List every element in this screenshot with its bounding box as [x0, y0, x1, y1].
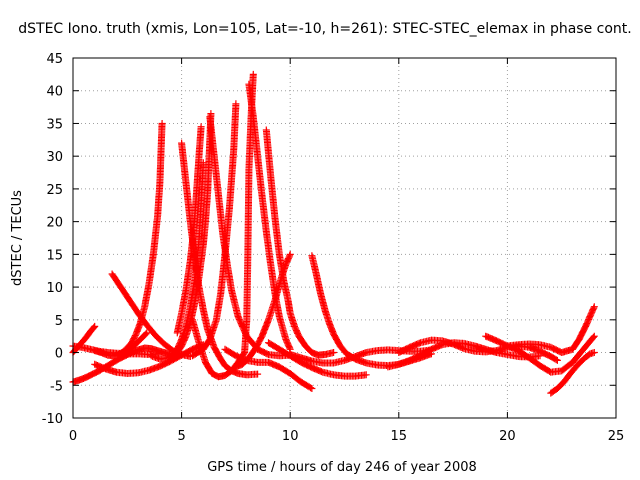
series-points	[123, 329, 151, 356]
chart-title: dSTEC Iono. truth (xmis, Lon=105, Lat=-1…	[18, 21, 631, 37]
series-16	[262, 126, 338, 359]
y-axis-label: dSTEC / TECUs	[10, 190, 25, 286]
y-tick-label: 25	[46, 183, 63, 198]
series-11	[173, 123, 205, 337]
x-tick-label: 10	[282, 429, 299, 444]
series-points	[167, 159, 207, 362]
series-points	[91, 341, 207, 377]
y-tick-label: -5	[50, 379, 63, 394]
y-tick-label: 40	[46, 85, 63, 100]
series-25	[503, 303, 598, 356]
series-points	[221, 345, 316, 392]
series-26	[547, 349, 598, 397]
y-tick-label: 15	[46, 248, 63, 263]
x-tick-label: 5	[177, 429, 185, 444]
series-4	[91, 120, 166, 360]
series-points	[173, 123, 205, 337]
y-tick-label: 5	[55, 314, 63, 329]
series-points	[189, 100, 240, 360]
y-tick-label: 30	[46, 150, 63, 165]
x-tick-label: 15	[391, 429, 408, 444]
series-18	[221, 345, 316, 392]
plot-frame	[72, 57, 617, 419]
series-points	[547, 349, 598, 397]
y-tick-label: 10	[46, 281, 63, 296]
series-6	[91, 341, 207, 377]
series-7	[123, 329, 151, 356]
series-13	[189, 100, 240, 360]
series-10	[167, 159, 207, 362]
y-tick-label: 0	[55, 347, 63, 362]
y-tick-label: 35	[46, 117, 63, 132]
series-points	[262, 126, 338, 359]
y-tick-label: 45	[46, 52, 63, 67]
series-points	[503, 303, 598, 356]
y-tick-label: -10	[42, 412, 63, 427]
x-axis-label: GPS time / hours of day 246 of year 2008	[207, 460, 477, 475]
series-points	[91, 120, 166, 360]
x-tick-label: 20	[499, 429, 516, 444]
x-tick-label: 0	[69, 429, 77, 444]
data-marks	[69, 70, 598, 397]
y-tick-label: 20	[46, 216, 63, 231]
x-tick-label: 25	[608, 429, 625, 444]
